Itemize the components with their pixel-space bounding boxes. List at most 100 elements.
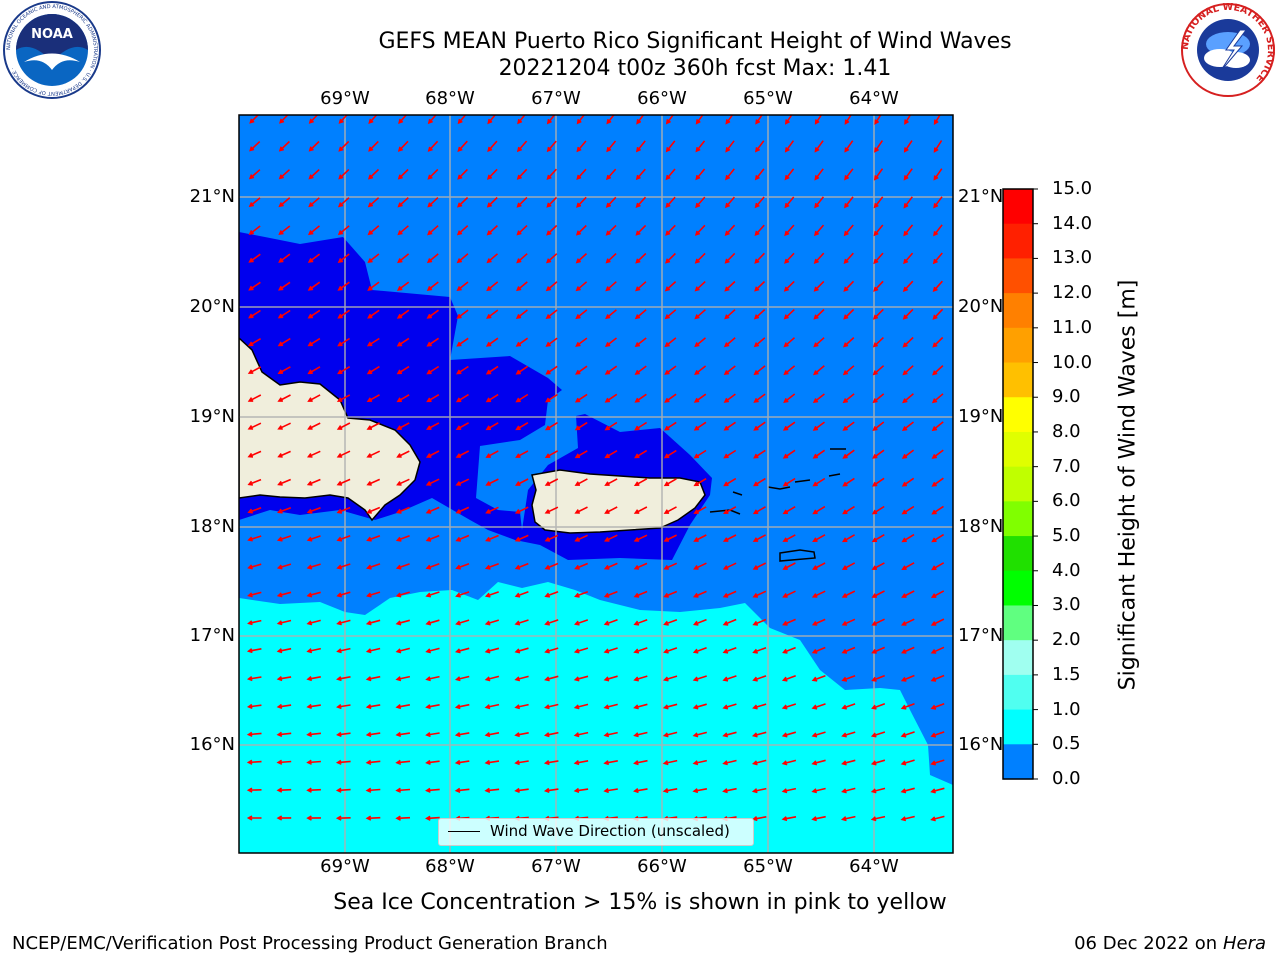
wind-arrow xyxy=(841,787,856,794)
wind-arrow xyxy=(604,393,618,403)
wind-arrow xyxy=(306,787,321,793)
wind-arrow xyxy=(484,759,500,766)
wind-arrow xyxy=(395,787,411,793)
wind-arrow xyxy=(516,253,528,264)
wind-arrow xyxy=(543,787,559,794)
colorbar-tick-label: 15.0 xyxy=(1052,178,1093,199)
lon-label-bottom-65w: 65°W xyxy=(743,856,793,877)
wind-arrow xyxy=(306,619,321,626)
wind-arrow xyxy=(663,506,677,514)
wind-arrow xyxy=(455,506,470,514)
wind-arrow xyxy=(308,169,320,180)
wind-arrow xyxy=(425,675,440,682)
wind-arrow xyxy=(546,196,558,208)
wind-arrow xyxy=(246,815,262,821)
colorbar-tick-label: 11.0 xyxy=(1052,316,1093,338)
wind-arrow xyxy=(722,759,737,766)
wind-arrow xyxy=(396,450,410,458)
wind-arrow xyxy=(692,647,707,654)
wind-arrow xyxy=(367,281,380,291)
wind-arrow xyxy=(900,646,915,654)
lat-label-right-18n: 18°N xyxy=(958,516,1004,537)
sea-ice-note: Sea Ice Concentration > 15% is shown in … xyxy=(333,890,947,915)
wind-arrow xyxy=(395,815,411,821)
colorbar-segment xyxy=(1003,189,1033,225)
wind-arrow xyxy=(843,196,854,209)
wind-arrow xyxy=(872,308,884,320)
wind-arrow xyxy=(843,308,855,320)
wind-arrow xyxy=(933,196,943,209)
lon-label-top-68w: 68°W xyxy=(425,88,475,109)
wind-arrow xyxy=(722,562,737,570)
wind-arrow xyxy=(665,252,676,264)
noaa-logo: NOAA NATIONAL OCEANIC AND ATMOSPHERIC AD… xyxy=(3,1,101,99)
colorbar-tick-label: 12.0 xyxy=(1052,282,1093,304)
lat-label-left-16n: 16°N xyxy=(189,734,235,755)
wind-arrow xyxy=(751,787,767,794)
wind-arrow xyxy=(514,534,529,542)
svg-text:NOAA: NOAA xyxy=(31,27,73,42)
wind-arrow xyxy=(515,450,529,458)
wind-arrow xyxy=(545,393,558,403)
wind-arrow xyxy=(247,478,262,486)
wind-arrow xyxy=(692,703,707,710)
wind-arrow xyxy=(902,365,914,376)
wind-arrow xyxy=(664,365,677,375)
wind-arrow xyxy=(844,140,854,153)
wind-arrow xyxy=(723,365,736,376)
wind-arrow xyxy=(544,675,559,682)
wind-arrow xyxy=(871,505,885,515)
wind-arrow xyxy=(276,563,292,570)
wind-arrow xyxy=(484,591,499,598)
wind-arrow xyxy=(514,619,529,626)
wind-arrow xyxy=(725,140,735,153)
wind-arrow xyxy=(576,168,587,181)
wind-arrow xyxy=(307,253,321,263)
wind-arrow xyxy=(395,731,411,738)
wind-arrow xyxy=(395,619,411,626)
colorbar-segment xyxy=(1003,362,1033,398)
wind-arrow xyxy=(546,115,556,125)
wind-arrow xyxy=(277,450,291,458)
wind-arrow xyxy=(277,309,291,319)
wind-arrow xyxy=(930,759,945,766)
wind-arrow xyxy=(454,787,470,793)
wind-arrow xyxy=(573,675,589,682)
wind-arrow xyxy=(308,197,320,208)
wind-arrow xyxy=(543,759,559,766)
colorbar-segment xyxy=(1003,431,1033,468)
wind-arrow xyxy=(574,619,589,626)
wind-arrow xyxy=(249,141,261,152)
wind-arrow xyxy=(367,168,380,180)
wind-arrow xyxy=(692,731,707,738)
wind-arrow xyxy=(574,534,588,542)
wind-arrow xyxy=(427,225,439,236)
wind-arrow xyxy=(276,675,292,682)
wind-arrow xyxy=(753,421,766,431)
wind-arrow xyxy=(575,337,588,347)
wind-arrow xyxy=(930,815,945,822)
wind-arrow xyxy=(635,196,647,209)
wind-arrow xyxy=(722,731,737,738)
wind-arrow xyxy=(693,421,707,431)
wind-arrow xyxy=(514,591,529,598)
wind-arrow xyxy=(425,731,440,738)
wind-arrow xyxy=(783,365,796,376)
wind-arrow xyxy=(397,253,410,264)
wind-arrow xyxy=(544,534,559,542)
wind-arrow xyxy=(663,534,677,542)
wind-arrow xyxy=(752,590,767,598)
wind-arrow xyxy=(724,196,736,209)
wind-arrow xyxy=(901,449,915,459)
wind-arrow xyxy=(870,759,886,766)
wind-arrow xyxy=(781,759,797,766)
wind-arrow xyxy=(605,309,617,320)
wind-arrow xyxy=(338,140,350,152)
lon-label-top-66w: 66°W xyxy=(637,88,687,109)
wind-arrow xyxy=(366,337,380,347)
wind-arrow xyxy=(870,787,886,794)
wind-arrow xyxy=(784,115,793,125)
wind-arrow xyxy=(664,393,677,403)
wind-arrow xyxy=(603,619,618,626)
wind-arrow xyxy=(813,365,825,376)
